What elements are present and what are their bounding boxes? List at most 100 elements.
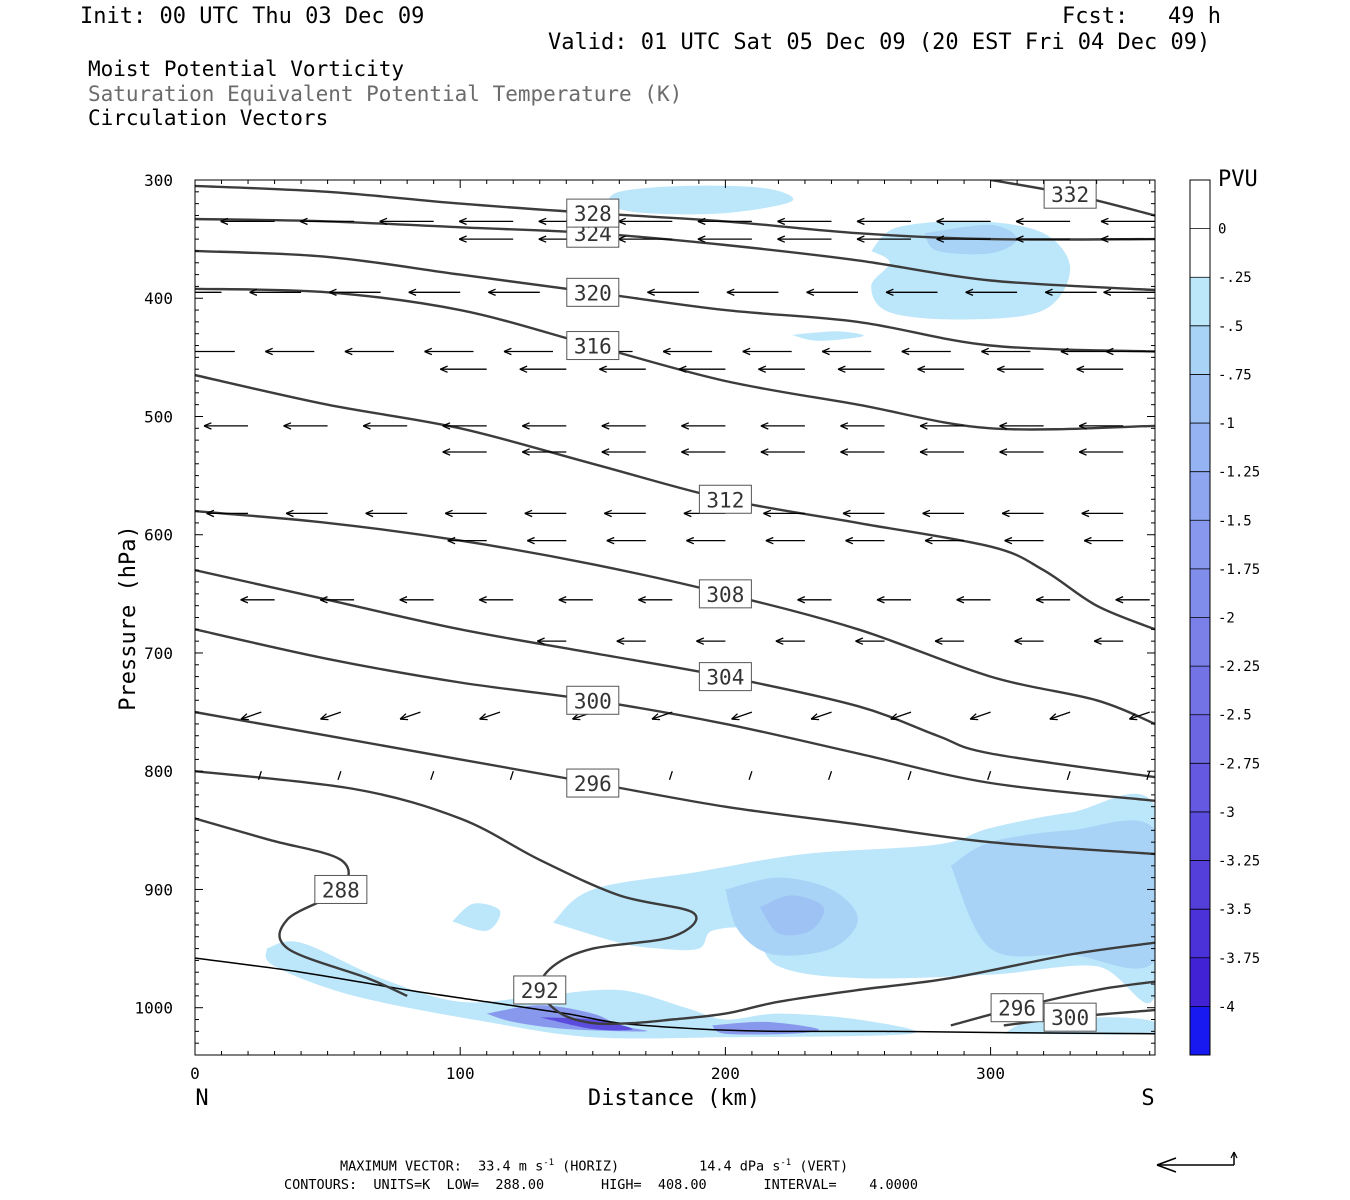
vector-11-7	[810, 711, 832, 721]
vector-9-5	[638, 596, 673, 604]
vector-2-10	[965, 288, 1018, 296]
max-vector-horiz-exp: -1	[543, 1158, 555, 1168]
vector-12-11	[1146, 770, 1151, 781]
footer-max-vector: MAXIMUM VECTOR: 33.4 m s-1 (HORIZ) 14.4 d…	[340, 1158, 848, 1175]
vector-2-12	[1103, 288, 1155, 296]
contour-296	[195, 710, 1155, 856]
vector-5-3	[442, 422, 487, 430]
svg-text:312: 312	[706, 488, 744, 512]
vector-8-3	[686, 536, 726, 545]
vector-7-8	[842, 509, 885, 518]
svg-text:328: 328	[574, 202, 612, 226]
max-vector-vert-value: 14.4 dPa s	[699, 1158, 781, 1175]
contour-300	[195, 628, 1155, 802]
vector-6-2	[601, 448, 646, 456]
vector-9-2	[399, 596, 434, 604]
y-tick-label-700: 700	[144, 644, 173, 663]
vector-0-8	[777, 217, 832, 226]
vector-12-8	[907, 770, 912, 781]
vector-9-4	[558, 596, 593, 604]
contour-label-288: 288	[314, 874, 368, 904]
colorbar-cell-12	[1190, 811, 1210, 861]
vector-0-12	[1100, 217, 1155, 226]
x-tick-label-200: 200	[711, 1064, 740, 1083]
vector-11-3	[479, 711, 501, 721]
vector-0-9	[856, 217, 911, 226]
y-tick-label-900: 900	[144, 880, 173, 899]
vector-2-4	[488, 288, 540, 296]
vector-0-2	[299, 217, 355, 226]
field-title-mpv: Moist Potential Vorticity	[88, 57, 405, 81]
contour-312	[195, 373, 1155, 631]
svg-text:320: 320	[574, 281, 612, 305]
colorbar-cell-13	[1190, 860, 1210, 910]
vector-7-0	[206, 509, 248, 518]
vector-1-6	[936, 235, 991, 243]
svg-text:296: 296	[574, 772, 612, 796]
svg-text:316: 316	[574, 335, 612, 359]
colorbar-cell-7	[1190, 568, 1210, 618]
vector-11-8	[890, 711, 912, 721]
vector-6-1	[522, 448, 567, 456]
vector-2-2	[328, 288, 381, 296]
vector-9-11	[1115, 596, 1150, 604]
vector-9-10	[1035, 596, 1071, 604]
vector-4-2	[599, 365, 646, 373]
vector-7-11	[1081, 509, 1124, 518]
vector-8-4	[765, 536, 805, 545]
contour-label-312: 312	[698, 484, 752, 514]
vector-11-5	[651, 711, 673, 721]
vector-9-8	[876, 596, 911, 604]
vector-10-4	[855, 637, 885, 645]
vector-9-7	[797, 596, 832, 604]
vector-10-1	[616, 637, 646, 645]
pv-region-11	[539, 1017, 633, 1031]
contour-288	[195, 817, 408, 997]
pv-region-3	[791, 331, 864, 341]
svg-text:304: 304	[706, 666, 744, 690]
vector-4-3	[678, 365, 726, 373]
vector-3-6	[662, 347, 713, 356]
max-vector-vert-tag: (VERT)	[791, 1158, 849, 1175]
colorbar-label-0: 0	[1218, 222, 1226, 238]
vector-8-8	[1083, 536, 1124, 545]
colorbar-label--.25: -.25	[1218, 270, 1252, 286]
vector-1-8	[1100, 235, 1155, 243]
vector-7-4	[524, 509, 567, 518]
reference-vector-icon	[1156, 1151, 1238, 1173]
contour-label-300: 300	[1043, 1002, 1097, 1032]
vector-8-5	[845, 536, 885, 545]
vector-4-1	[519, 365, 567, 373]
contour-label-328: 328	[566, 198, 620, 228]
colorbar-cell-3	[1190, 374, 1210, 424]
colorbar-label--2.5: -2.5	[1218, 708, 1252, 724]
pv-colorbar: 0 -.25 -.5 -.75 -1 -1.25 -1.5 -1.75 -2 -2.25 -2.5 -…	[1189, 179, 1260, 1056]
contour-label-316: 316	[566, 331, 620, 361]
x-tick-label-0: 0	[190, 1064, 200, 1083]
circulation-vectors	[195, 217, 1155, 781]
svg-text:300: 300	[574, 689, 612, 713]
colorbar-label--1.25: -1.25	[1218, 465, 1260, 481]
vector-1-3	[697, 235, 752, 243]
vector-2-1	[249, 288, 302, 296]
colorbar-cell-6	[1190, 520, 1210, 569]
vector-4-8	[1076, 365, 1124, 373]
y-tick-label-1000: 1000	[134, 999, 173, 1018]
vector-6-8	[1078, 448, 1124, 456]
contour-296	[950, 980, 1155, 1027]
colorbar-cell-2	[1190, 325, 1210, 375]
forecast-hour: Fcst: 49 h	[1062, 4, 1221, 29]
y-tick-label-500: 500	[144, 407, 173, 426]
vector-3-7	[742, 347, 792, 356]
vector-4-7	[996, 365, 1044, 373]
colorbar-cell-16	[1190, 1006, 1210, 1055]
colorbar-label--3.25: -3.25	[1218, 854, 1260, 870]
vector-6-4	[760, 448, 805, 456]
vector-6-6	[919, 448, 965, 456]
svg-text:288: 288	[322, 878, 360, 902]
vector-3-1	[265, 347, 315, 356]
vector-4-0	[439, 365, 487, 373]
field-title-thetaes: Saturation Equivalent Potential Temperat…	[88, 82, 683, 106]
vector-10-5	[934, 637, 965, 645]
